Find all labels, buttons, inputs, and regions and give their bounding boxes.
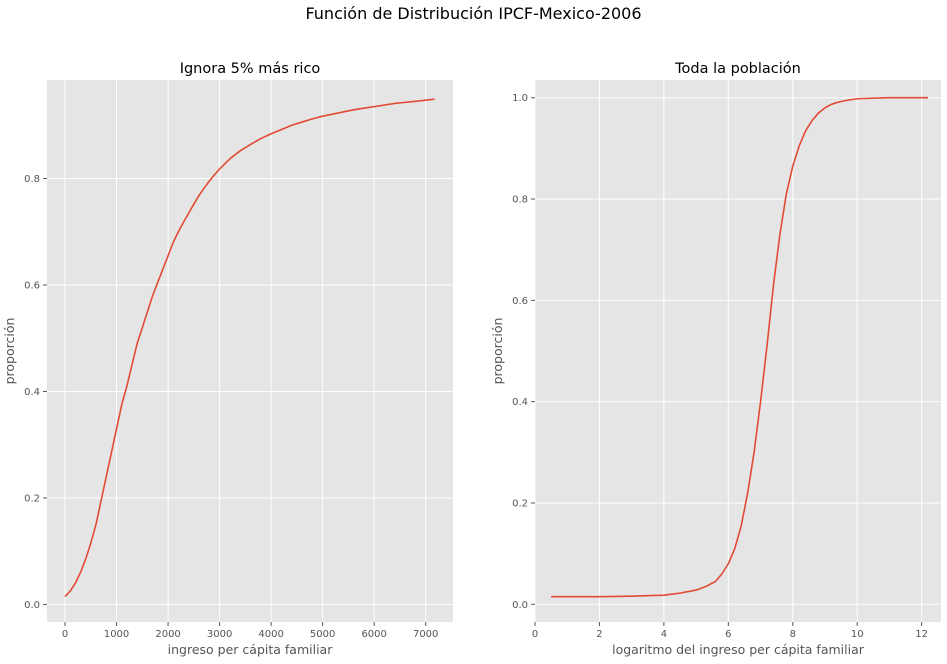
right-x-axis-label: logaritmo del ingreso per cápita familia… bbox=[612, 642, 865, 657]
figure-title: Función de Distribución IPCF-Mexico-2006 bbox=[305, 4, 642, 23]
right-y-tick-label: 0.0 bbox=[512, 600, 528, 611]
right-x-tick-label: 4 bbox=[661, 629, 667, 640]
left-x-tick-label: 3000 bbox=[207, 629, 232, 640]
left-x-tick-label: 2000 bbox=[155, 629, 180, 640]
right-x-tick-label: 6 bbox=[725, 629, 731, 640]
left-x-axis-label: ingreso per cápita familiar bbox=[168, 642, 334, 657]
left-y-tick-label: 0.6 bbox=[24, 280, 40, 291]
right-x-tick-label: 10 bbox=[851, 629, 864, 640]
left-cdf-line bbox=[64, 98, 435, 597]
right-plot-panel: 0 2 4 6 8 10 12 0.0 0.2 0.4 0.6 0.8 1.0 Toda la pobla… bbox=[490, 61, 941, 657]
left-y-tick-label: 0.4 bbox=[24, 387, 40, 398]
right-y-tick-label: 0.8 bbox=[512, 195, 528, 206]
left-x-tick-label: 0 bbox=[62, 629, 68, 640]
right-y-axis-label: proporción bbox=[490, 318, 505, 385]
left-plot-panel: 0 1000 2000 3000 4000 5000 6000 7000 0.0 0.2 0.4 0.… bbox=[2, 61, 453, 657]
right-x-tick-label: 2 bbox=[596, 629, 602, 640]
right-cdf-line bbox=[551, 96, 929, 598]
right-plot-title: Toda la población bbox=[674, 61, 801, 77]
left-x-tick-label: 7000 bbox=[413, 629, 438, 640]
left-y-tick-label: 0.2 bbox=[24, 493, 40, 504]
right-plot-background bbox=[535, 80, 941, 622]
left-x-tick-label: 5000 bbox=[310, 629, 335, 640]
right-y-tick-label: 1.0 bbox=[512, 93, 528, 104]
left-x-tick-label: 4000 bbox=[258, 629, 283, 640]
right-y-tick-label: 0.6 bbox=[512, 296, 528, 307]
right-y-tick-label: 0.4 bbox=[512, 397, 528, 408]
left-x-tick-label: 1000 bbox=[104, 629, 129, 640]
left-y-tick-label: 0.8 bbox=[24, 174, 40, 185]
right-x-tick-label: 8 bbox=[790, 629, 796, 640]
right-y-tick-label: 0.2 bbox=[512, 498, 528, 509]
left-y-tick-label: 0.0 bbox=[24, 600, 40, 611]
right-x-tick-label: 12 bbox=[915, 629, 928, 640]
left-x-tick-label: 6000 bbox=[361, 629, 386, 640]
left-y-axis-label: proporción bbox=[2, 318, 17, 385]
left-plot-title: Ignora 5% más rico bbox=[180, 61, 321, 77]
left-plot-background bbox=[47, 80, 453, 622]
right-x-tick-label: 0 bbox=[532, 629, 538, 640]
